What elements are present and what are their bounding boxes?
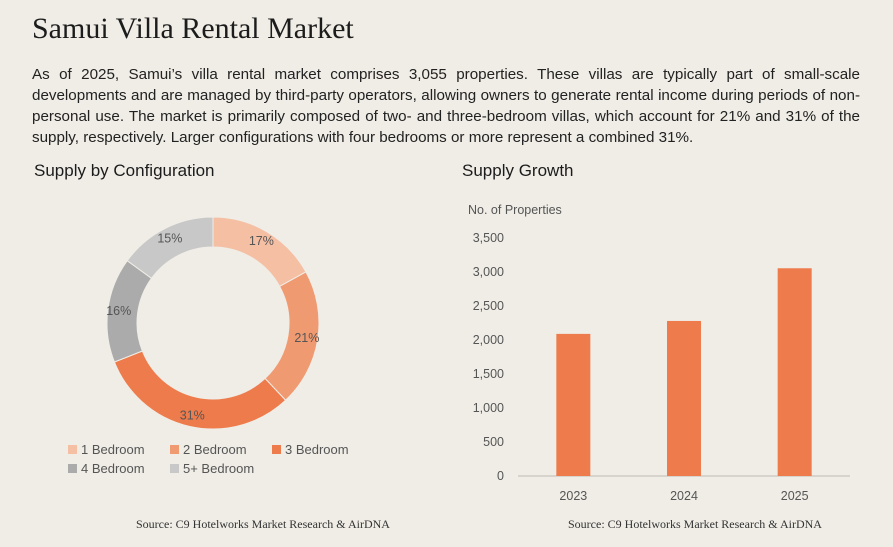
y-tick-label: 1,000 [473, 401, 504, 415]
y-tick-label: 2,000 [473, 333, 504, 347]
donut-source: Source: C9 Hotelworks Market Research & … [136, 517, 390, 531]
y-tick-label: 0 [497, 469, 504, 483]
x-tick-label: 2025 [781, 489, 809, 503]
legend-label: 3 Bedroom [285, 442, 349, 457]
legend-swatch [68, 464, 77, 473]
donut-slice-5-bedroom [126, 216, 214, 280]
bar-chart: No. of Properties 0 500 1,000 1,500 2,000 2,50… [468, 203, 850, 503]
y-tick-label: 1,500 [473, 367, 504, 381]
y-tick-label: 2,500 [473, 299, 504, 313]
bar-source: Source: C9 Hotelworks Market Research & … [568, 517, 822, 531]
legend-swatch [272, 445, 281, 454]
bar-chart-title: Supply Growth [462, 161, 574, 180]
donut-value-label: 17% [249, 234, 274, 248]
donut-value-label: 16% [106, 304, 131, 318]
legend-item-1-bedroom: 1 Bedroom [68, 440, 170, 459]
legend-label: 2 Bedroom [183, 442, 247, 457]
donut-slice-1-bedroom [212, 216, 307, 288]
donut-value-label: 15% [157, 231, 182, 245]
legend-label: 1 Bedroom [81, 442, 145, 457]
donut-value-label: 31% [180, 409, 205, 423]
x-tick-label: 2023 [559, 489, 587, 503]
legend-label: 5+ Bedroom [183, 461, 255, 476]
legend-label: 4 Bedroom [81, 461, 145, 476]
legend-item-5-bedroom: 5+ Bedroom [170, 459, 290, 478]
donut-value-label: 21% [294, 331, 319, 345]
x-tick-label: 2024 [670, 489, 698, 503]
page-title: Samui Villa Rental Market [32, 12, 354, 45]
legend-swatch [68, 445, 77, 454]
bar-2025 [777, 268, 812, 476]
legend-item-3-bedroom: 3 Bedroom [272, 440, 362, 459]
legend-item-2-bedroom: 2 Bedroom [170, 440, 272, 459]
donut-chart: 17% 21% 31% 16% 15% [106, 216, 320, 430]
bar-2024 [667, 320, 701, 476]
legend-swatch [170, 445, 179, 454]
legend-item-4-bedroom: 4 Bedroom [68, 459, 170, 478]
y-tick-label: 3,000 [473, 265, 504, 279]
intro-paragraph: As of 2025, Samui’s villa rental market … [32, 66, 860, 146]
y-axis-label: No. of Properties [468, 203, 562, 217]
legend-swatch [170, 464, 179, 473]
bar-2023 [556, 333, 591, 476]
y-tick-label: 500 [483, 435, 504, 449]
donut-legend: 1 Bedroom 2 Bedroom 3 Bedroom 4 Bedroom 5+ B… [68, 440, 368, 478]
donut-chart-title: Supply by Configuration [34, 161, 215, 180]
y-tick-label: 3,500 [473, 231, 504, 245]
